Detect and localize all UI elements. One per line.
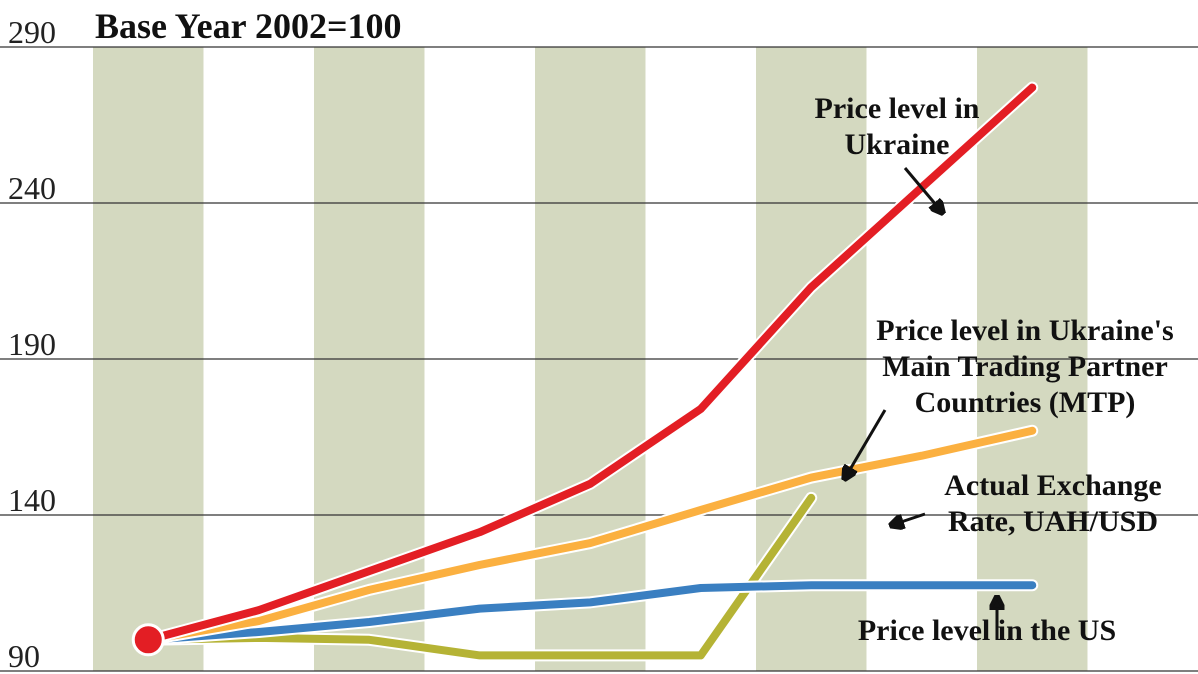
y-tick-label: 190 bbox=[8, 326, 56, 362]
annotation: Countries (MTP) bbox=[915, 386, 1136, 419]
annotation: Price level in the US bbox=[858, 614, 1116, 647]
y-tick-label: 290 bbox=[8, 14, 56, 50]
arrows bbox=[845, 167, 997, 640]
annotation: Price level in bbox=[815, 92, 980, 125]
lines bbox=[131, 81, 1039, 662]
chart-title: Base Year 2002=100 bbox=[95, 6, 402, 46]
grid bbox=[0, 46, 1198, 672]
annotation: Ukraine bbox=[845, 128, 950, 161]
y-tick-label: 90 bbox=[8, 638, 40, 674]
y-tick-label: 140 bbox=[8, 482, 56, 518]
series-line bbox=[144, 581, 1037, 644]
arrow bbox=[892, 512, 926, 525]
annotation: Actual Exchange bbox=[944, 469, 1162, 502]
start-marker bbox=[131, 623, 165, 657]
annotation: Price level in Ukraine's bbox=[876, 314, 1173, 347]
arrow bbox=[903, 167, 942, 212]
ticks: 90 140 190 240 290 bbox=[8, 14, 56, 674]
annotation: Rate, UAH/USD bbox=[948, 505, 1158, 538]
annotation: Main Trading Partner bbox=[882, 350, 1168, 383]
series-line bbox=[144, 426, 1037, 644]
y-tick-label: 240 bbox=[8, 170, 56, 206]
arrow bbox=[845, 409, 887, 478]
series-line bbox=[144, 83, 1037, 644]
